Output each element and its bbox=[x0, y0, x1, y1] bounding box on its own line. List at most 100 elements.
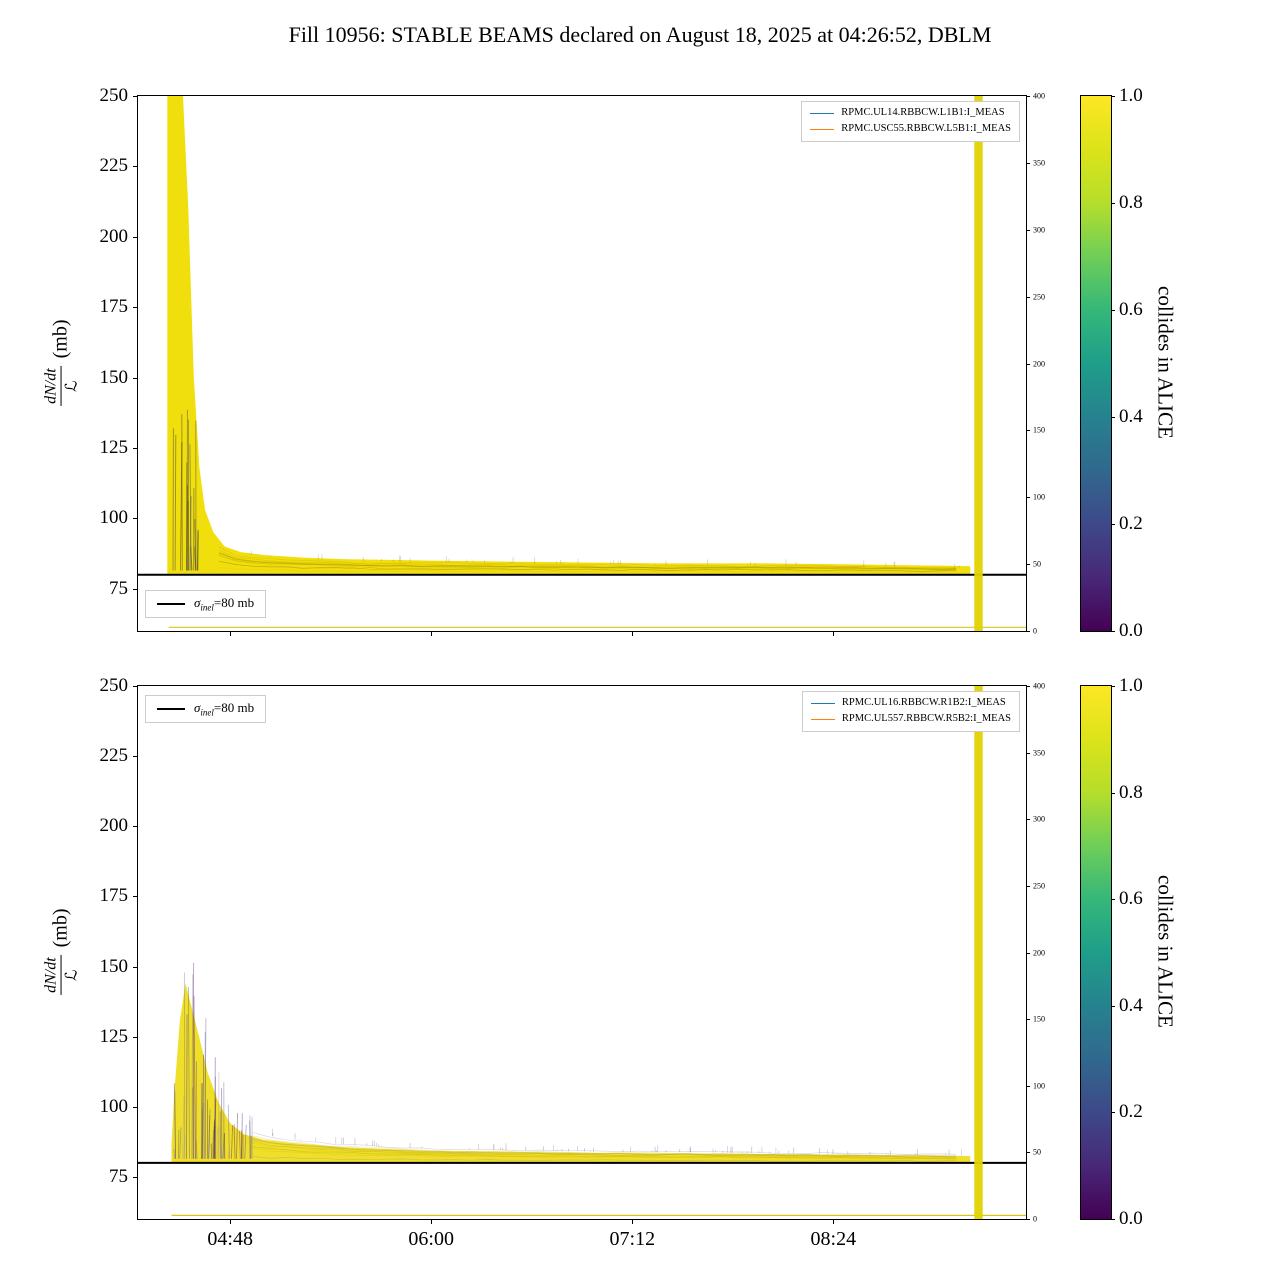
noise-streak bbox=[218, 567, 957, 573]
colorbar-tick-label: 0.0 bbox=[1119, 620, 1143, 641]
y-tick-mark bbox=[133, 1176, 138, 1178]
right-tick-label: 150 bbox=[1033, 425, 1045, 435]
colorbar-tick-label: 0.8 bbox=[1119, 192, 1143, 213]
spike-strand bbox=[180, 442, 183, 571]
noise-streak bbox=[252, 1131, 957, 1155]
right-tick-label: 0 bbox=[1033, 626, 1037, 636]
y-tick-label: 125 bbox=[99, 1025, 129, 1047]
colorbar-tick-mark bbox=[1111, 686, 1115, 687]
right-tick-mark bbox=[1026, 952, 1030, 954]
spike-strand bbox=[208, 1109, 211, 1159]
y-axis-label-text: dN/dt ℒ (mb) bbox=[41, 319, 81, 406]
right-tick-label: 400 bbox=[1033, 91, 1045, 101]
spike-strand bbox=[239, 1130, 241, 1159]
y-tick-mark bbox=[133, 896, 138, 898]
y-tick-mark bbox=[133, 686, 138, 687]
right-tick-label: 300 bbox=[1033, 225, 1045, 235]
x-tick-mark bbox=[632, 631, 634, 636]
y-tick-mark bbox=[133, 1106, 138, 1108]
noise-streak bbox=[252, 1155, 957, 1162]
spike-strand bbox=[211, 1129, 214, 1159]
x-tick-mark bbox=[833, 1219, 835, 1224]
right-tick-label: 200 bbox=[1033, 359, 1045, 368]
spike-strand bbox=[183, 1134, 186, 1159]
y-tick-mark bbox=[133, 1036, 138, 1038]
noise-streak bbox=[252, 1140, 957, 1159]
x-tick-mark bbox=[230, 631, 232, 636]
legend-entry[interactable]: RPMC.UL557.RBBCW.R5B2:I_MEAS bbox=[810, 711, 1011, 727]
right-tick-label: 300 bbox=[1033, 814, 1045, 824]
y-tick-mark bbox=[133, 826, 138, 828]
fraction: dN/dt ℒ bbox=[41, 955, 81, 995]
spike-strand bbox=[182, 1096, 185, 1159]
sigma-label: σinel=80 mb bbox=[194, 700, 255, 718]
spike-strand bbox=[186, 1014, 188, 1159]
x-tick-mark bbox=[431, 1219, 433, 1224]
legend-entry[interactable]: RPMC.UL16.RBBCW.R1B2:I_MEAS bbox=[810, 695, 1011, 711]
series-legend-top[interactable]: RPMC.UL14.RBBCW.L1B1:I_MEAS RPMC.USC55.RB… bbox=[801, 101, 1020, 142]
right-tick-label: 250 bbox=[1033, 881, 1045, 891]
legend-entry-label: RPMC.UL557.RBBCW.R5B2:I_MEAS bbox=[841, 713, 1011, 725]
y-tick-label: 125 bbox=[99, 437, 129, 458]
x-tick-mark bbox=[833, 631, 835, 636]
noise-streak bbox=[218, 552, 957, 570]
x-tick-mark bbox=[431, 631, 433, 636]
noise-streak bbox=[252, 1135, 957, 1157]
vertical-event-band bbox=[974, 686, 983, 1219]
y-tick-label: 100 bbox=[99, 507, 129, 529]
right-tick-mark bbox=[1026, 686, 1030, 687]
legend-entry[interactable]: RPMC.USC55.RBBCW.L5B1:I_MEAS bbox=[810, 121, 1011, 137]
spike-strand bbox=[181, 414, 183, 571]
x-tick-mark bbox=[632, 1219, 634, 1224]
colorbar-tick-mark bbox=[1111, 631, 1115, 632]
y-axis-label-bottom: dN/dt ℒ (mb) bbox=[24, 685, 98, 1218]
noise-streak bbox=[218, 549, 957, 569]
noise-streak bbox=[252, 1146, 957, 1160]
sigma-legend-top[interactable]: σinel=80 mb bbox=[145, 590, 267, 618]
colorbar-bottom: 1.0 0.8 0.6 0.4 0.2 0.0 bbox=[1080, 675, 1143, 1229]
spike-strand bbox=[222, 1133, 225, 1159]
spike-strand bbox=[227, 1150, 230, 1159]
x-tick-label: 04:48 bbox=[207, 1228, 253, 1250]
colorbar-tick-mark bbox=[1111, 1219, 1115, 1220]
noise-streak bbox=[218, 551, 957, 570]
right-tick-label: 250 bbox=[1033, 292, 1045, 302]
x-tick-label: 07:12 bbox=[609, 1228, 656, 1250]
right-tick-mark bbox=[1026, 430, 1030, 432]
spike-strand bbox=[200, 1083, 203, 1159]
fraction-numerator: dN/dt bbox=[41, 366, 62, 406]
signal-envelope bbox=[171, 983, 971, 1163]
colorbar-tick-label: 0.8 bbox=[1119, 781, 1143, 803]
right-tick-mark bbox=[1026, 296, 1030, 298]
spike-strand bbox=[194, 518, 197, 571]
spike-strand bbox=[236, 1112, 239, 1159]
legend-line-sample bbox=[810, 128, 835, 130]
y-axis-unit: (mb) bbox=[49, 908, 72, 948]
right-tick-label: 50 bbox=[1033, 1147, 1041, 1157]
right-tick-mark bbox=[1026, 1085, 1030, 1087]
spike-strand bbox=[213, 1099, 217, 1159]
colorbar-tick-label: 0.4 bbox=[1119, 994, 1143, 1016]
spike-strand bbox=[219, 1126, 221, 1159]
spike-strand bbox=[201, 1102, 204, 1159]
legend-entry-label: RPMC.USC55.RBBCW.L5B1:I_MEAS bbox=[841, 123, 1011, 135]
y-tick-mark bbox=[133, 236, 138, 238]
y-axis-label-top: dN/dt ℒ (mb) bbox=[24, 95, 98, 630]
series-legend-bottom[interactable]: RPMC.UL16.RBBCW.R1B2:I_MEAS RPMC.UL557.RB… bbox=[801, 691, 1020, 732]
y-tick-label: 150 bbox=[99, 955, 129, 977]
right-tick-label: 350 bbox=[1033, 158, 1045, 168]
legend-entry[interactable]: RPMC.UL14.RBBCW.L1B1:I_MEAS bbox=[810, 105, 1011, 121]
right-tick-mark bbox=[1026, 96, 1030, 97]
y-tick-mark bbox=[133, 518, 138, 520]
right-tick-mark bbox=[1026, 819, 1030, 821]
right-tick-mark bbox=[1026, 564, 1030, 566]
right-tick-label: 350 bbox=[1033, 748, 1045, 758]
y-axis-label-text: dN/dt ℒ (mb) bbox=[41, 908, 81, 995]
legend-line-sample bbox=[810, 112, 835, 114]
spike-strand bbox=[241, 1113, 243, 1159]
sigma-legend-bottom[interactable]: σinel=80 mb bbox=[145, 695, 267, 723]
spike-strand bbox=[196, 529, 199, 571]
right-tick-mark bbox=[1026, 1152, 1030, 1154]
spike-strand bbox=[233, 1124, 236, 1159]
